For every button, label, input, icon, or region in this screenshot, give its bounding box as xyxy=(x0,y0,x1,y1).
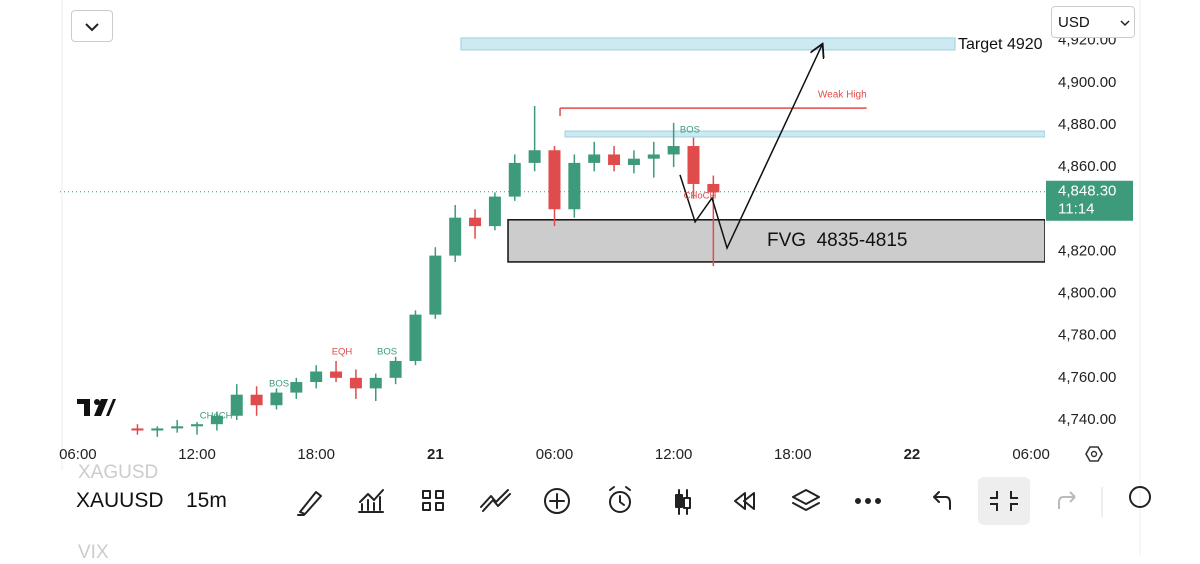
candle-body xyxy=(290,382,303,393)
zone xyxy=(460,37,956,51)
candle-body xyxy=(409,314,422,361)
fvg-label: FVG 4835-4815 xyxy=(767,230,907,251)
candle-body xyxy=(687,146,700,184)
candle-body xyxy=(250,394,263,406)
candle-body xyxy=(151,428,164,431)
idea-icon[interactable] xyxy=(1129,486,1151,508)
target-label: Target 4920 xyxy=(958,36,1043,53)
candle-body xyxy=(449,217,462,256)
fullscreen-icon xyxy=(990,491,1018,511)
collapse-button[interactable] xyxy=(71,10,113,42)
candle-body xyxy=(528,150,541,163)
overlay: 06:00 12:00 18:00 21 06:00 12:00 18:00 22 06:00 4… xyxy=(59,32,1133,463)
candle-body xyxy=(488,196,501,227)
x-tick-label: 06:00 xyxy=(59,446,97,463)
x-tick-label: 12:00 xyxy=(178,446,216,463)
candle-body xyxy=(508,162,521,197)
candle-body xyxy=(330,371,343,378)
y-tick-label: 4,740.00 xyxy=(1058,411,1116,428)
y-tick-label: 4,760.00 xyxy=(1058,369,1116,386)
x-tick-label: 06:00 xyxy=(1012,446,1050,463)
symbol-above: XAGUSD xyxy=(78,462,159,483)
layout-icon[interactable] xyxy=(422,490,444,511)
x-tick-label: 22 xyxy=(904,446,921,463)
candle-body xyxy=(548,150,561,210)
annotation: BOS xyxy=(269,378,289,389)
replay-icon[interactable] xyxy=(734,492,755,510)
projection xyxy=(679,45,822,251)
y-tick-label: 4,860.00 xyxy=(1058,158,1116,175)
symbol[interactable]: XAUUSD xyxy=(76,489,168,513)
chevron xyxy=(1120,20,1130,27)
x-tick-label: 18:00 xyxy=(774,446,812,463)
symbol-below: VIX xyxy=(78,542,109,563)
weak-high-label: Weak High xyxy=(818,90,867,101)
currency: USD xyxy=(1058,14,1090,31)
candle-body xyxy=(429,255,442,315)
candle-body xyxy=(270,392,283,406)
layers-icon[interactable] xyxy=(792,489,820,511)
last-price-badge xyxy=(1046,180,1133,221)
candle-body xyxy=(349,377,362,389)
draw-icon[interactable] xyxy=(297,491,322,516)
y-tick-label: 4,780.00 xyxy=(1058,327,1116,344)
candle-body xyxy=(588,154,601,163)
redo-icon[interactable] xyxy=(1058,491,1076,509)
chevron xyxy=(85,23,99,32)
x-tick-label: 06:00 xyxy=(536,446,574,463)
annotation: CHoCH xyxy=(684,190,717,201)
candle-body xyxy=(230,394,243,416)
more-icon[interactable] xyxy=(855,498,861,504)
toolbar xyxy=(297,486,951,516)
candle-body xyxy=(667,146,680,155)
annotation: BOS xyxy=(680,125,700,136)
annotation: EQH xyxy=(332,346,353,357)
candle-body xyxy=(210,415,223,425)
settings-icon-dot xyxy=(1090,450,1098,458)
currency-select[interactable]: USD xyxy=(1051,6,1135,38)
logo xyxy=(77,399,116,416)
undo-icon[interactable] xyxy=(933,491,951,510)
x-tick-label: 18:00 xyxy=(297,446,335,463)
y-tick-label: 4,820.00 xyxy=(1058,242,1116,259)
indicators-icon[interactable] xyxy=(358,489,384,513)
candle-body xyxy=(310,371,323,383)
plot-area xyxy=(60,37,1045,437)
candle-body xyxy=(369,377,382,389)
countdown: 11:14 xyxy=(1058,201,1094,218)
x-tick-label: 12:00 xyxy=(655,446,693,463)
candle-body xyxy=(191,424,204,427)
x-tick-label: 21 xyxy=(427,446,444,463)
annotation: CHoCH xyxy=(200,410,233,421)
candle-body xyxy=(389,360,402,378)
annotation: BOS xyxy=(377,346,397,357)
candle-body xyxy=(647,154,660,159)
y-tick-label: 4,900.00 xyxy=(1058,74,1116,91)
fullscreen-button[interactable] xyxy=(978,477,1030,525)
candle-body xyxy=(627,158,640,165)
candle-body xyxy=(608,154,621,165)
candle-body xyxy=(469,217,482,227)
candle-body xyxy=(131,428,144,431)
alert-icon[interactable] xyxy=(609,491,631,513)
candle-body xyxy=(568,162,581,210)
y-tick-label: 4,880.00 xyxy=(1058,116,1116,133)
zone xyxy=(507,219,1045,263)
settings-icon[interactable] xyxy=(1085,446,1103,462)
bos-zone xyxy=(564,130,1045,138)
candle-body xyxy=(171,426,184,429)
interval[interactable]: 15m xyxy=(186,489,227,512)
last-price-label: 4,848.30 xyxy=(1058,183,1116,200)
candle-body xyxy=(707,183,720,193)
y-tick-label: 4,800.00 xyxy=(1058,285,1116,302)
add-icon[interactable] xyxy=(544,488,570,514)
compare-icon[interactable] xyxy=(480,489,511,512)
